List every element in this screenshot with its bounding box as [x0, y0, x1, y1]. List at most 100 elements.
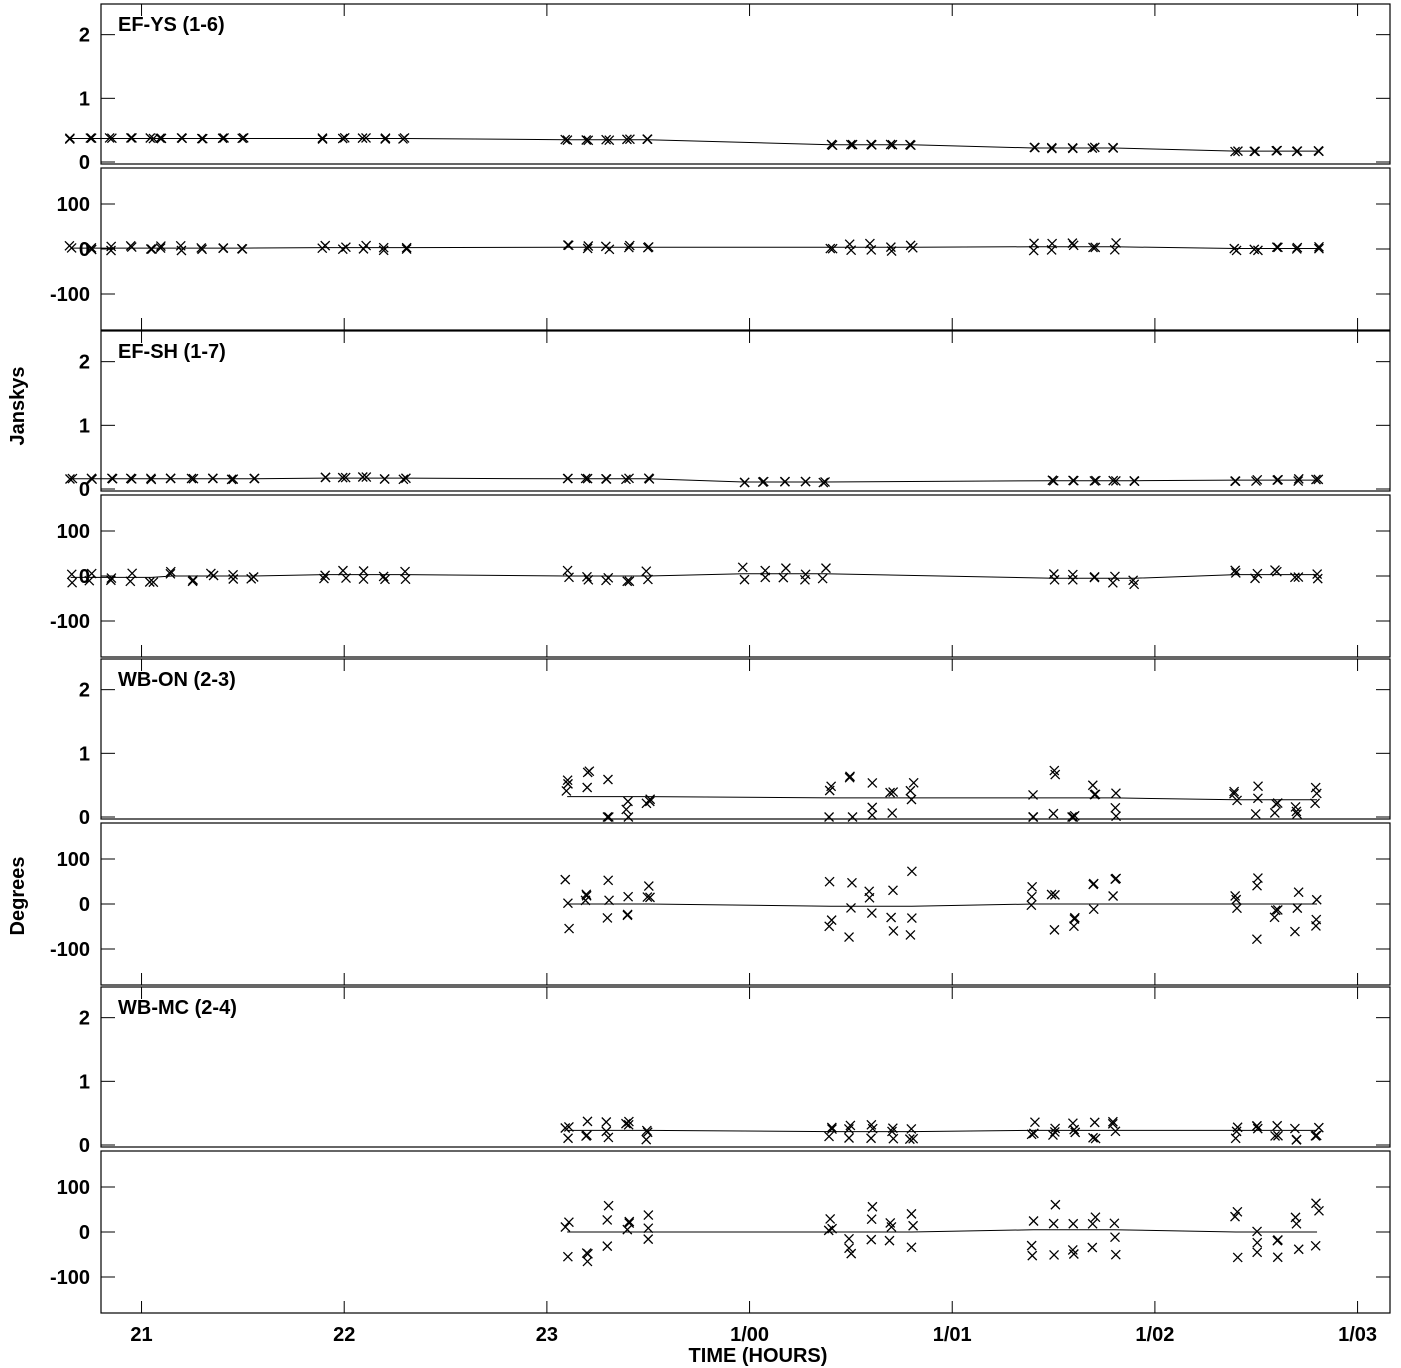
amplitude-point [1028, 812, 1038, 822]
amplitude-point [643, 473, 654, 484]
amplitude-point [1232, 795, 1243, 806]
phase-point [583, 574, 594, 585]
phase-point [563, 1217, 574, 1228]
phase-point [1269, 912, 1280, 923]
amplitude-point [1269, 807, 1280, 818]
phase-point [320, 570, 331, 581]
phase-point [645, 892, 655, 903]
amplitude-frame [100, 986, 1391, 1148]
amplitude-point [1048, 808, 1059, 819]
amplitude-point [86, 473, 97, 484]
phase-model-line [70, 246, 1318, 250]
amplitude-point [1313, 474, 1324, 485]
baseline-panel: 0 1 2 100 0 -100 WB-ON (2-3) [50, 658, 1391, 986]
amplitude-point [621, 804, 632, 815]
amplitude-point [908, 1133, 919, 1144]
phase-point [106, 245, 116, 256]
phase-point [846, 1248, 857, 1259]
phase-point [1310, 920, 1321, 931]
amp-tick-label: 0 [79, 479, 90, 501]
amplitude-point [905, 785, 916, 796]
phase-point [582, 1248, 593, 1259]
amplitude-point [603, 774, 613, 785]
amplitude-point [1089, 142, 1100, 153]
phase-point [603, 875, 614, 886]
amplitude-point [623, 1119, 634, 1130]
phase-point [1314, 241, 1324, 252]
amplitude-point [339, 132, 350, 143]
phase-point [562, 898, 573, 909]
phase-point [1067, 1244, 1078, 1255]
amplitude-point [1026, 1129, 1037, 1140]
phase-point [827, 243, 838, 254]
phase-point [175, 240, 186, 251]
phase-point [1129, 579, 1140, 590]
amplitude-points [561, 765, 1322, 822]
phase-point [1050, 1199, 1061, 1210]
phase-tick-label: 100 [57, 194, 90, 216]
amplitude-point [146, 474, 157, 485]
amplitude-point [1107, 1116, 1118, 1127]
phase-point [1311, 894, 1322, 905]
phase-point [1272, 904, 1283, 915]
phase-points [560, 866, 1322, 945]
phase-point [906, 1208, 917, 1219]
amplitude-point [888, 787, 899, 798]
amplitude-point [1049, 1126, 1060, 1137]
amplitude-point [1230, 1133, 1241, 1144]
phase-point [641, 566, 652, 577]
phase-point [1252, 880, 1262, 891]
amplitude-point [1311, 788, 1322, 799]
amplitude-point [906, 794, 917, 805]
phase-point [1314, 1205, 1324, 1216]
amplitude-point [1029, 1117, 1040, 1128]
phase-point [1289, 926, 1300, 937]
amplitude-point [1067, 1118, 1078, 1129]
phase-point [1232, 1252, 1243, 1263]
amplitude-point [563, 778, 573, 789]
amplitude-point [885, 787, 896, 798]
x-tick-label: 1/01 [933, 1324, 972, 1346]
amplitude-point [1090, 789, 1101, 800]
phase-point [1312, 573, 1323, 584]
phase-point [562, 1251, 573, 1262]
phase-point [1110, 1232, 1120, 1243]
phase-point [560, 874, 571, 885]
phase-model-line [567, 1229, 1318, 1233]
phase-point [583, 241, 594, 251]
x-tick-label: 1/00 [730, 1324, 769, 1346]
phase-point [1108, 891, 1119, 901]
phase-point [1252, 245, 1263, 256]
phase-point [1252, 568, 1263, 579]
amplitude-point [1050, 1123, 1061, 1134]
amplitude-point [581, 1131, 591, 1142]
amplitude-point [65, 474, 75, 484]
phase-point [1109, 571, 1120, 582]
amplitude-point [357, 472, 368, 482]
amplitude-point [1229, 788, 1239, 799]
phase-point [886, 912, 897, 923]
phase-points [560, 1198, 1324, 1267]
phase-point [1313, 243, 1324, 254]
phase-tick-label: -100 [50, 284, 90, 306]
amplitude-model-line [70, 477, 1318, 483]
amplitude-point [1311, 474, 1321, 485]
phase-point [825, 243, 836, 254]
amplitude-point [826, 781, 837, 792]
amp-tick-label: 2 [79, 25, 90, 47]
phase-point [624, 1218, 635, 1228]
phase-tick-label: 100 [57, 849, 90, 871]
phase-point [582, 1256, 593, 1267]
phase-point [1026, 1240, 1037, 1251]
amplitude-point [866, 1133, 877, 1144]
phase-point [602, 1214, 613, 1225]
phase-point [643, 881, 654, 892]
amplitude-point [826, 1122, 837, 1133]
phase-point [866, 908, 877, 919]
phase-frame [100, 167, 1391, 331]
amplitude-point [1090, 1133, 1101, 1144]
phase-point [600, 241, 611, 252]
amplitude-point [361, 472, 372, 483]
amplitude-point [1229, 786, 1240, 797]
phase-point [906, 1242, 917, 1253]
